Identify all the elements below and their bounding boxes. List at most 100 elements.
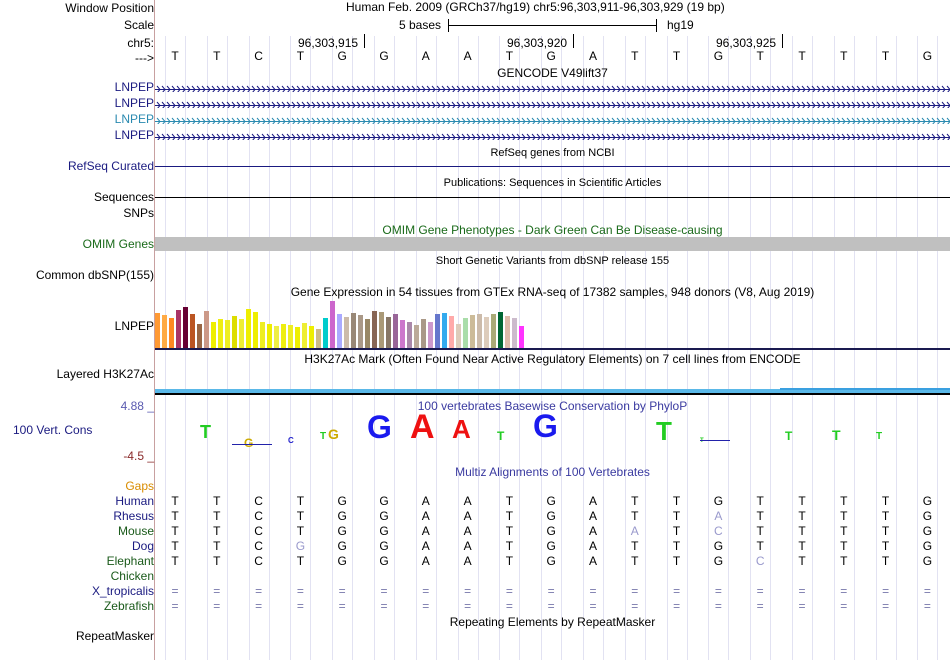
gtex-tissue-bar[interactable] (484, 316, 489, 348)
alignment-base: G (379, 509, 389, 523)
alignment-base: G (922, 524, 933, 538)
gtex-tissue-bar[interactable] (463, 318, 468, 348)
gtex-tissue-bar[interactable] (295, 326, 300, 348)
assembly-position-text: Human Feb. 2009 (GRCh37/hg19) chr5:96,30… (346, 0, 725, 14)
gtex-tissue-bar[interactable] (246, 308, 251, 348)
cons-title[interactable]: 100 vertebrates Basewise Conservation by… (417, 399, 688, 413)
gencode-track-label-1[interactable]: LNPEP (114, 80, 154, 94)
gtex-tissue-bar[interactable] (267, 324, 272, 348)
gtex-tissue-bar[interactable] (358, 315, 363, 348)
gtex-tissue-bar[interactable] (211, 321, 216, 348)
gtex-tissue-bar[interactable] (232, 316, 237, 348)
gtex-tissue-bar[interactable] (253, 312, 258, 348)
gtex-tissue-bar[interactable] (169, 318, 174, 348)
gtex-tissue-bar[interactable] (183, 307, 188, 348)
gtex-title[interactable]: Gene Expression in 54 tissues from GTEx … (290, 285, 815, 299)
gencode-track-label-2[interactable]: LNPEP (114, 96, 154, 110)
alignment-base: A (588, 539, 597, 553)
gencode-track-label-4[interactable]: LNPEP (114, 128, 154, 142)
gencode-transcript-1[interactable] (155, 83, 950, 92)
gtex-tissue-bar[interactable] (400, 320, 405, 348)
gencode-transcript-2[interactable] (155, 99, 950, 108)
gtex-tissue-bar[interactable] (449, 316, 454, 348)
gtex-tissue-bar[interactable] (288, 324, 293, 348)
scale-bar-right-cap (656, 19, 657, 32)
gtex-tissue-bar[interactable] (316, 328, 321, 348)
gtex-tissue-bar[interactable] (239, 319, 244, 348)
gtex-tissue-bar[interactable] (519, 326, 524, 348)
conservation-logo-letter: G (244, 436, 254, 450)
gtex-tissue-bar[interactable] (225, 320, 230, 348)
h3k27ac-label[interactable]: Layered H3K27Ac (56, 367, 154, 381)
gtex-tissue-bar[interactable] (337, 314, 342, 348)
gtex-tissue-bar[interactable] (470, 315, 475, 348)
gtex-tissue-bar[interactable] (281, 324, 286, 348)
dbsnp-title[interactable]: Short Genetic Variants from dbSNP releas… (435, 255, 670, 267)
gtex-tissue-bar[interactable] (393, 314, 398, 348)
gtex-tissue-bar[interactable] (498, 312, 503, 348)
gtex-tissue-bar[interactable] (162, 315, 167, 348)
species-label-mouse[interactable]: Mouse (117, 524, 154, 538)
repeatmasker-label[interactable]: RepeatMasker (75, 629, 154, 643)
cons-label[interactable]: 100 Vert. Cons (13, 423, 93, 437)
omim-title[interactable]: OMIM Gene Phenotypes - Dark Green Can Be… (382, 223, 723, 237)
gtex-tissue-bar[interactable] (351, 313, 356, 348)
species-label-chicken[interactable]: Chicken (110, 569, 154, 583)
refseq-title[interactable]: RefSeq genes from NCBI (490, 147, 615, 159)
gtex-tissue-bar[interactable] (491, 314, 496, 348)
species-label-zebrafish[interactable]: Zebrafish (103, 599, 154, 613)
gtex-tissue-bar[interactable] (176, 309, 181, 348)
gtex-tissue-bar[interactable] (477, 314, 482, 348)
gtex-tissue-bar[interactable] (309, 325, 314, 348)
gtex-tissue-bar[interactable] (204, 310, 209, 348)
gtex-tissue-bar[interactable] (505, 316, 510, 348)
gtex-tissue-bar[interactable] (197, 324, 202, 348)
multiz-title[interactable]: Multiz Alignments of 100 Vertebrates (455, 465, 650, 479)
gtex-tissue-bar[interactable] (155, 313, 160, 348)
repeatmasker-title[interactable]: Repeating Elements by RepeatMasker (449, 615, 656, 629)
gtex-gene-label[interactable]: LNPEP (114, 319, 154, 333)
gtex-tissue-bar[interactable] (372, 310, 377, 348)
gtex-tissue-bar[interactable] (330, 300, 335, 348)
omim-label[interactable]: OMIM Genes (82, 237, 154, 251)
gencode-title[interactable]: GENCODE V49lift37 (497, 66, 608, 80)
gtex-tissue-bar[interactable] (274, 326, 279, 348)
species-label-x_tropicalis[interactable]: X_tropicalis (91, 584, 154, 598)
omim-gene-bar[interactable] (155, 237, 950, 251)
conservation-logo-letter: T (320, 431, 327, 442)
publications-track-line[interactable] (155, 197, 950, 198)
refseq-track-line[interactable] (155, 166, 950, 167)
gtex-tissue-bar[interactable] (435, 314, 440, 348)
gencode-track-label-3[interactable]: LNPEP (114, 112, 154, 126)
gtex-tissue-bar[interactable] (512, 318, 517, 348)
gencode-transcript-4[interactable] (155, 131, 950, 140)
gtex-tissue-bar[interactable] (302, 323, 307, 348)
gtex-tissue-bar[interactable] (386, 317, 391, 348)
gtex-tissue-bar[interactable] (421, 319, 426, 348)
gtex-bar-chart[interactable] (155, 298, 555, 348)
gtex-tissue-bar[interactable] (442, 313, 447, 348)
gencode-transcript-3[interactable] (155, 115, 950, 124)
h3k27ac-signal[interactable] (155, 389, 950, 393)
gtex-tissue-bar[interactable] (456, 324, 461, 348)
publications-label[interactable]: Sequences (93, 190, 154, 204)
gtex-tissue-bar[interactable] (260, 321, 265, 348)
gtex-tissue-bar[interactable] (344, 316, 349, 348)
alignment-base: = (882, 599, 890, 613)
gtex-tissue-bar[interactable] (414, 324, 419, 348)
gtex-tissue-bar[interactable] (190, 314, 195, 348)
species-label-rhesus[interactable]: Rhesus (113, 509, 154, 523)
h3k27ac-title[interactable]: H3K27Ac Mark (Often Found Near Active Re… (304, 352, 801, 366)
gtex-tissue-bar[interactable] (407, 321, 412, 348)
species-label-dog[interactable]: Dog (131, 539, 154, 553)
species-label-elephant[interactable]: Elephant (106, 554, 154, 568)
gtex-tissue-bar[interactable] (428, 322, 433, 348)
refseq-label[interactable]: RefSeq Curated (67, 159, 154, 173)
species-label-human[interactable]: Human (115, 494, 154, 508)
gtex-tissue-bar[interactable] (365, 319, 370, 348)
gtex-tissue-bar[interactable] (218, 319, 223, 348)
gtex-tissue-bar[interactable] (323, 318, 328, 348)
publications-title[interactable]: Publications: Sequences in Scientific Ar… (443, 177, 662, 189)
gtex-tissue-bar[interactable] (379, 312, 384, 348)
dbsnp-label[interactable]: Common dbSNP(155) (35, 268, 154, 282)
